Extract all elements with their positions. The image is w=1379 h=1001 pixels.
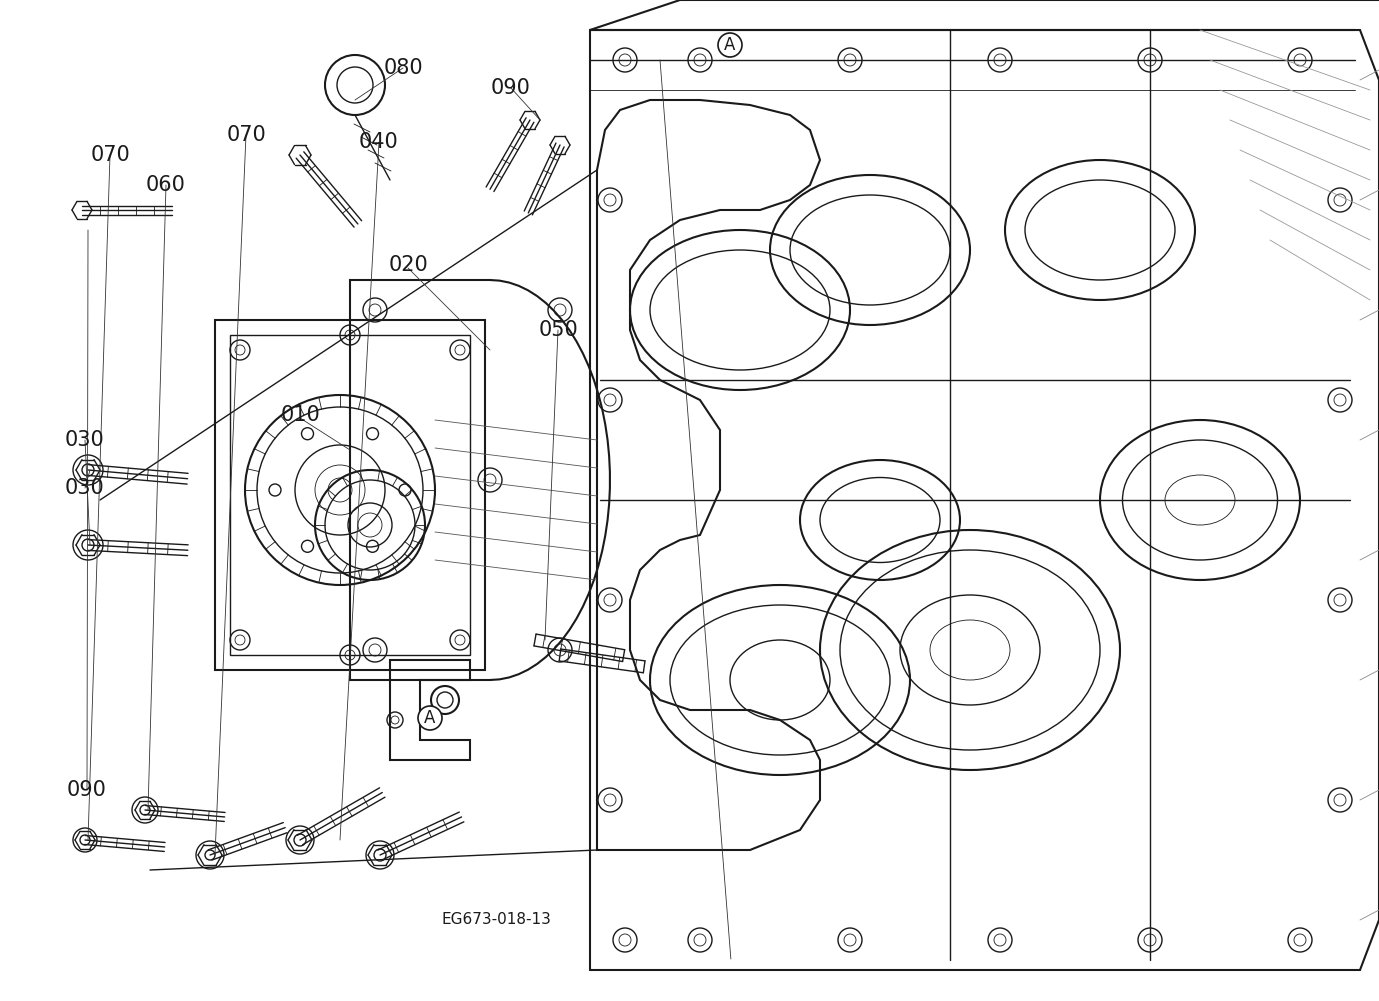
Text: A: A: [724, 36, 735, 54]
Text: 090: 090: [491, 78, 531, 98]
Text: A: A: [425, 709, 436, 727]
Text: 020: 020: [387, 255, 427, 275]
Text: 040: 040: [359, 132, 399, 152]
Text: 070: 070: [90, 145, 130, 165]
Text: 010: 010: [280, 405, 320, 425]
Text: 090: 090: [68, 780, 108, 800]
Text: 050: 050: [538, 320, 578, 340]
Text: 060: 060: [146, 175, 186, 195]
Text: EG673-018-13: EG673-018-13: [441, 913, 552, 928]
Text: 030: 030: [65, 430, 105, 450]
Text: 030: 030: [65, 478, 105, 498]
Text: 070: 070: [226, 125, 266, 145]
Text: 080: 080: [383, 58, 423, 78]
